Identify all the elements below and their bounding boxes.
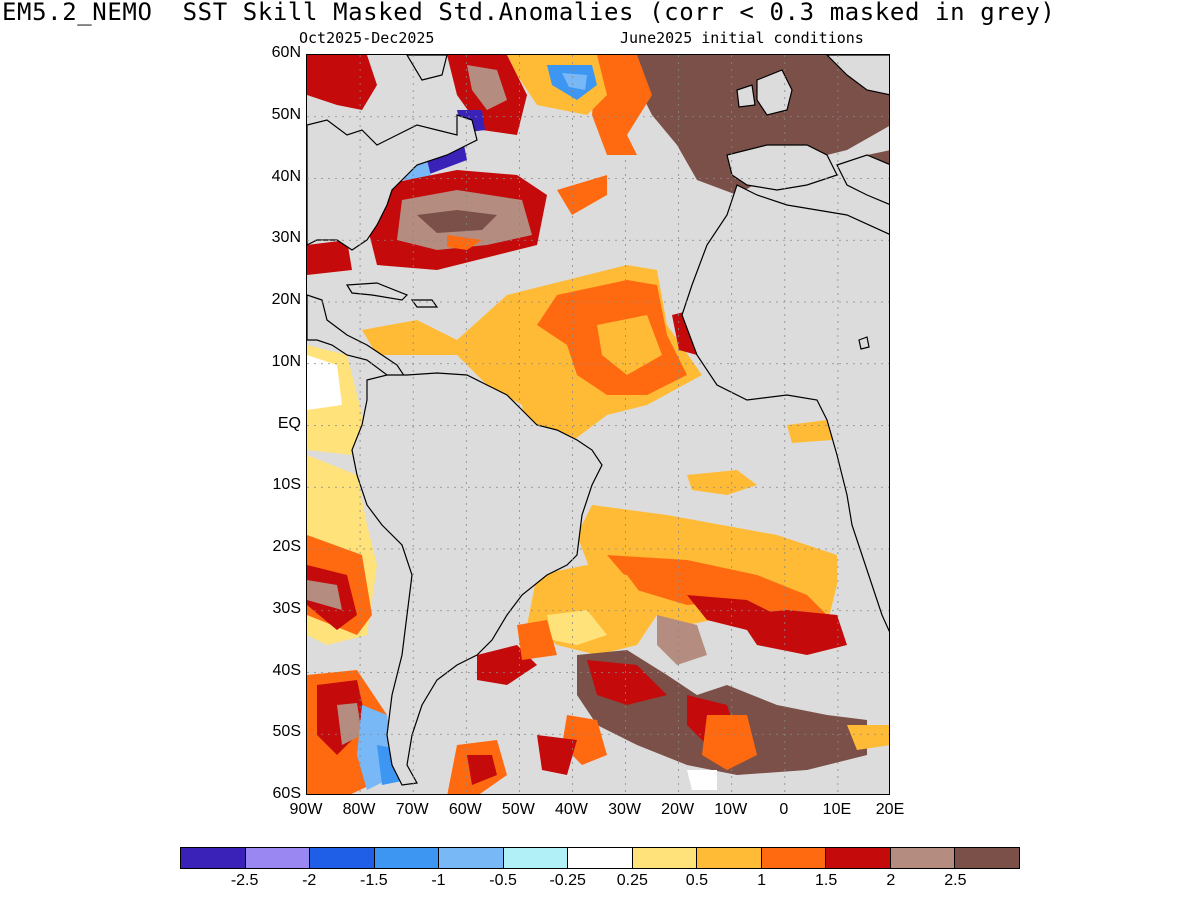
- forecast-period: Oct2025-Dec2025: [299, 29, 435, 47]
- chart-title: EM5.2_NEMO SST Skill Masked Std.Anomalie…: [2, 0, 1056, 26]
- lat-label: 60N: [271, 44, 301, 61]
- colorbar-label: -0.5: [489, 872, 517, 889]
- lat-label: EQ: [277, 414, 301, 432]
- lat-label: 40S: [272, 661, 301, 679]
- colorbar-swatch: [697, 848, 762, 868]
- colorbar-swatch: [890, 848, 956, 868]
- lon-label: 70W: [395, 801, 429, 818]
- colorbar-swatch: [181, 848, 246, 868]
- colorbar-swatch: [826, 848, 891, 868]
- lat-label: 10N: [271, 352, 301, 370]
- lat-label: 30N: [271, 229, 301, 247]
- lat-label: 20N: [271, 291, 301, 308]
- colorbar-swatch: [568, 848, 633, 868]
- lon-label: 40W: [555, 801, 588, 818]
- colorbar-label: 1.5: [815, 872, 838, 889]
- lon-label: 10W: [714, 801, 748, 818]
- lon-label: 50W: [501, 801, 535, 818]
- lat-label: 60S: [272, 785, 301, 802]
- lat-label: 10S: [272, 476, 301, 494]
- lon-label: 90W: [289, 801, 323, 818]
- colorbar-swatch: [503, 848, 569, 868]
- colorbar-swatch: [245, 848, 311, 868]
- sst-anomaly-map: [306, 54, 890, 795]
- initial-conditions: June2025 initial conditions: [620, 29, 864, 47]
- colorbar-swatch: [632, 848, 698, 868]
- colorbar-label: 0.5: [685, 872, 709, 889]
- colorbar-swatch: [761, 848, 827, 868]
- colorbar-label: 2: [886, 872, 896, 889]
- colorbar-label: -2: [302, 872, 317, 889]
- colorbar-label: -1: [431, 872, 446, 889]
- colorbar-label: 0.25: [616, 872, 648, 889]
- coastlines: [307, 55, 889, 786]
- lon-label: 10E: [822, 801, 852, 818]
- colorbar-label: -2.5: [230, 872, 259, 889]
- colorbar-swatch: [439, 848, 504, 868]
- lat-label: 30S: [272, 599, 301, 617]
- lat-label: 40N: [271, 167, 301, 185]
- lon-label: 20W: [661, 801, 695, 818]
- colorbar-swatch: [374, 848, 440, 868]
- colorbar-swatch: [310, 848, 375, 868]
- lat-label: 50N: [271, 105, 301, 123]
- colorbar-label: -1.5: [360, 872, 388, 889]
- colorbar-label: -0.25: [549, 872, 586, 889]
- colorbar-label: 2.5: [944, 872, 967, 889]
- lon-label: 20E: [875, 801, 905, 818]
- colorbar: [180, 847, 1020, 869]
- lat-label: 20S: [272, 538, 301, 555]
- lon-label: 60W: [448, 801, 482, 818]
- lon-label: 30W: [608, 801, 641, 818]
- graticule: [307, 55, 889, 794]
- lat-label: 50S: [272, 723, 301, 741]
- lon-label: 0: [779, 801, 789, 818]
- colorbar-label: 1: [757, 872, 766, 889]
- colorbar-swatch: [955, 848, 1019, 868]
- lon-label: 80W: [342, 801, 376, 818]
